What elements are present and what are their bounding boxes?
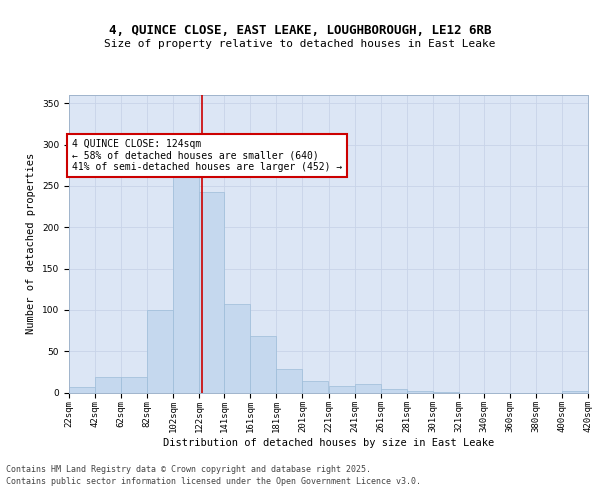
Bar bbox=[250, 336, 277, 392]
Text: Size of property relative to detached houses in East Leake: Size of property relative to detached ho… bbox=[104, 39, 496, 49]
X-axis label: Distribution of detached houses by size in East Leake: Distribution of detached houses by size … bbox=[163, 438, 494, 448]
Text: 4 QUINCE CLOSE: 124sqm
← 58% of detached houses are smaller (640)
41% of semi-de: 4 QUINCE CLOSE: 124sqm ← 58% of detached… bbox=[71, 139, 342, 172]
Bar bbox=[302, 381, 329, 392]
Bar bbox=[562, 391, 588, 392]
Text: Contains public sector information licensed under the Open Government Licence v3: Contains public sector information licen… bbox=[6, 476, 421, 486]
Bar bbox=[121, 377, 147, 392]
Y-axis label: Number of detached properties: Number of detached properties bbox=[26, 153, 37, 334]
Bar bbox=[147, 310, 173, 392]
Text: 4, QUINCE CLOSE, EAST LEAKE, LOUGHBOROUGH, LE12 6RB: 4, QUINCE CLOSE, EAST LEAKE, LOUGHBOROUG… bbox=[109, 24, 491, 38]
Bar bbox=[95, 377, 121, 392]
Text: Contains HM Land Registry data © Crown copyright and database right 2025.: Contains HM Land Registry data © Crown c… bbox=[6, 464, 371, 473]
Bar bbox=[69, 386, 95, 392]
Bar bbox=[199, 192, 224, 392]
Bar bbox=[380, 389, 407, 392]
Bar bbox=[329, 386, 355, 392]
Bar bbox=[277, 368, 302, 392]
Bar bbox=[355, 384, 380, 392]
Bar bbox=[173, 165, 199, 392]
Bar bbox=[224, 304, 250, 392]
Bar bbox=[407, 391, 433, 392]
